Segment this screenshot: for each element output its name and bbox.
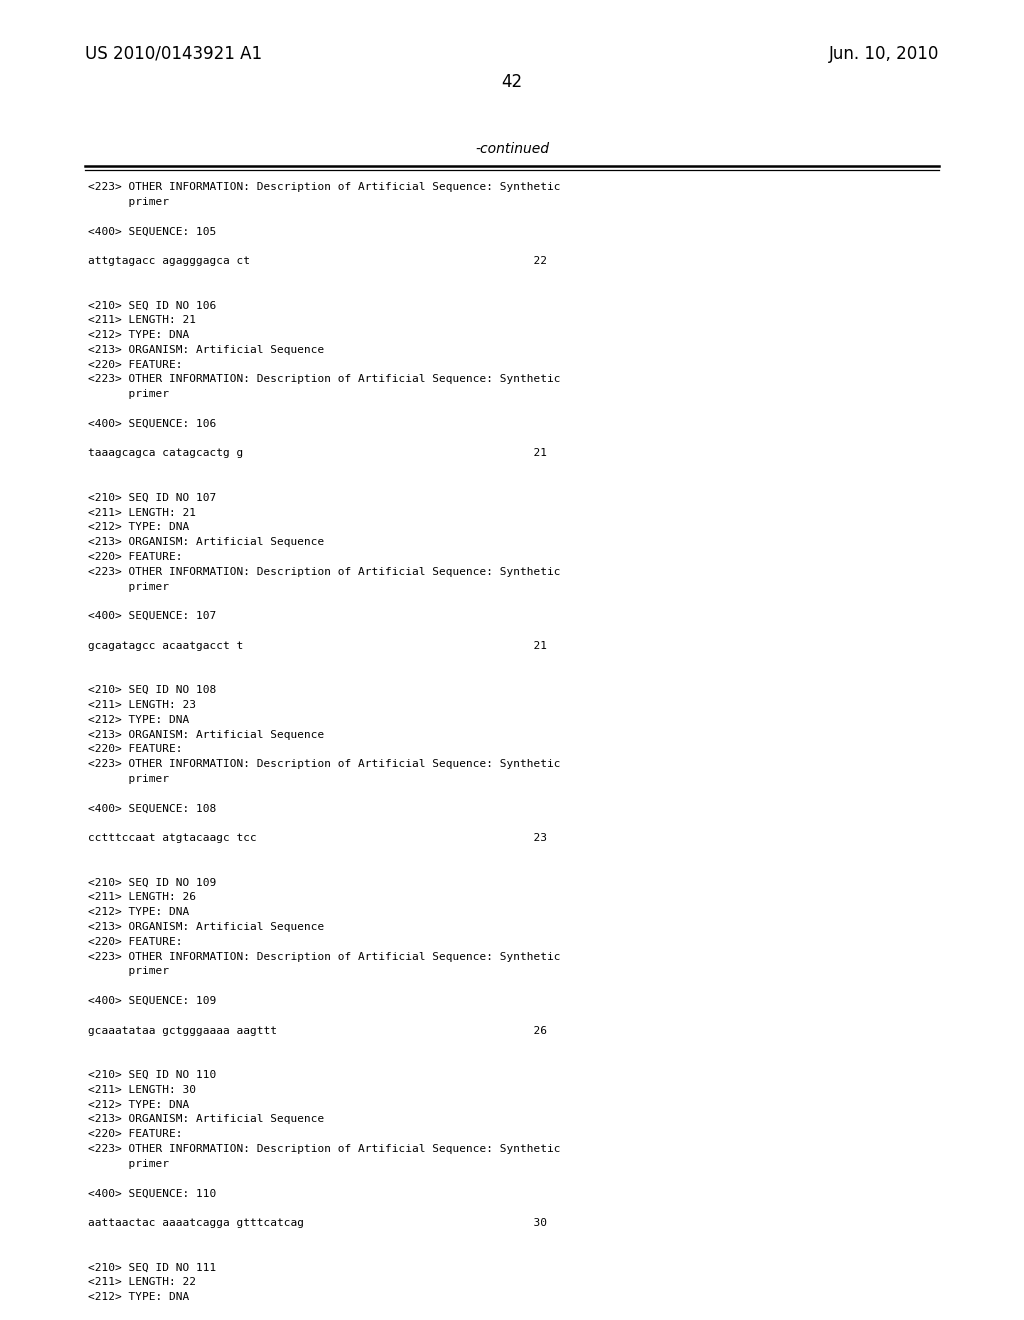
Text: <210> SEQ ID NO 106: <210> SEQ ID NO 106 xyxy=(88,301,216,310)
Text: <213> ORGANISM: Artificial Sequence: <213> ORGANISM: Artificial Sequence xyxy=(88,921,325,932)
Text: <223> OTHER INFORMATION: Description of Artificial Sequence: Synthetic: <223> OTHER INFORMATION: Description of … xyxy=(88,182,560,191)
Text: <210> SEQ ID NO 109: <210> SEQ ID NO 109 xyxy=(88,878,216,887)
Text: <212> TYPE: DNA: <212> TYPE: DNA xyxy=(88,1292,189,1302)
Text: -continued: -continued xyxy=(475,143,549,156)
Text: <220> FEATURE:: <220> FEATURE: xyxy=(88,1129,182,1139)
Text: primer: primer xyxy=(88,197,169,207)
Text: aattaactac aaaatcagga gtttcatcag                                  30: aattaactac aaaatcagga gtttcatcag 30 xyxy=(88,1218,547,1228)
Text: <220> FEATURE:: <220> FEATURE: xyxy=(88,937,182,946)
Text: <210> SEQ ID NO 107: <210> SEQ ID NO 107 xyxy=(88,492,216,503)
Text: primer: primer xyxy=(88,966,169,977)
Text: <400> SEQUENCE: 108: <400> SEQUENCE: 108 xyxy=(88,804,216,813)
Text: <212> TYPE: DNA: <212> TYPE: DNA xyxy=(88,1100,189,1110)
Text: gcaaatataa gctgggaaaa aagttt                                      26: gcaaatataa gctgggaaaa aagttt 26 xyxy=(88,1026,547,1036)
Text: <210> SEQ ID NO 108: <210> SEQ ID NO 108 xyxy=(88,685,216,696)
Text: <400> SEQUENCE: 105: <400> SEQUENCE: 105 xyxy=(88,227,216,236)
Text: <213> ORGANISM: Artificial Sequence: <213> ORGANISM: Artificial Sequence xyxy=(88,345,325,355)
Text: <213> ORGANISM: Artificial Sequence: <213> ORGANISM: Artificial Sequence xyxy=(88,730,325,739)
Text: <220> FEATURE:: <220> FEATURE: xyxy=(88,359,182,370)
Text: primer: primer xyxy=(88,774,169,784)
Text: <400> SEQUENCE: 110: <400> SEQUENCE: 110 xyxy=(88,1188,216,1199)
Text: <220> FEATURE:: <220> FEATURE: xyxy=(88,552,182,562)
Text: primer: primer xyxy=(88,582,169,591)
Text: <400> SEQUENCE: 109: <400> SEQUENCE: 109 xyxy=(88,997,216,1006)
Text: <211> LENGTH: 21: <211> LENGTH: 21 xyxy=(88,508,196,517)
Text: <223> OTHER INFORMATION: Description of Artificial Sequence: Synthetic: <223> OTHER INFORMATION: Description of … xyxy=(88,952,560,961)
Text: 42: 42 xyxy=(502,73,522,91)
Text: gcagatagcc acaatgacct t                                           21: gcagatagcc acaatgacct t 21 xyxy=(88,640,547,651)
Text: <212> TYPE: DNA: <212> TYPE: DNA xyxy=(88,715,189,725)
Text: <210> SEQ ID NO 111: <210> SEQ ID NO 111 xyxy=(88,1262,216,1272)
Text: <212> TYPE: DNA: <212> TYPE: DNA xyxy=(88,330,189,341)
Text: Jun. 10, 2010: Jun. 10, 2010 xyxy=(828,45,939,63)
Text: <213> ORGANISM: Artificial Sequence: <213> ORGANISM: Artificial Sequence xyxy=(88,537,325,548)
Text: <212> TYPE: DNA: <212> TYPE: DNA xyxy=(88,523,189,532)
Text: attgtagacc agagggagca ct                                          22: attgtagacc agagggagca ct 22 xyxy=(88,256,547,267)
Text: <400> SEQUENCE: 106: <400> SEQUENCE: 106 xyxy=(88,418,216,429)
Text: <213> ORGANISM: Artificial Sequence: <213> ORGANISM: Artificial Sequence xyxy=(88,1114,325,1125)
Text: US 2010/0143921 A1: US 2010/0143921 A1 xyxy=(85,45,262,63)
Text: <223> OTHER INFORMATION: Description of Artificial Sequence: Synthetic: <223> OTHER INFORMATION: Description of … xyxy=(88,566,560,577)
Text: <220> FEATURE:: <220> FEATURE: xyxy=(88,744,182,755)
Text: <211> LENGTH: 21: <211> LENGTH: 21 xyxy=(88,315,196,325)
Text: <223> OTHER INFORMATION: Description of Artificial Sequence: Synthetic: <223> OTHER INFORMATION: Description of … xyxy=(88,375,560,384)
Text: <211> LENGTH: 22: <211> LENGTH: 22 xyxy=(88,1278,196,1287)
Text: <211> LENGTH: 23: <211> LENGTH: 23 xyxy=(88,700,196,710)
Text: <212> TYPE: DNA: <212> TYPE: DNA xyxy=(88,907,189,917)
Text: <223> OTHER INFORMATION: Description of Artificial Sequence: Synthetic: <223> OTHER INFORMATION: Description of … xyxy=(88,759,560,770)
Text: <211> LENGTH: 26: <211> LENGTH: 26 xyxy=(88,892,196,903)
Text: taaagcagca catagcactg g                                           21: taaagcagca catagcactg g 21 xyxy=(88,449,547,458)
Text: <211> LENGTH: 30: <211> LENGTH: 30 xyxy=(88,1085,196,1094)
Text: primer: primer xyxy=(88,389,169,399)
Text: <223> OTHER INFORMATION: Description of Artificial Sequence: Synthetic: <223> OTHER INFORMATION: Description of … xyxy=(88,1144,560,1154)
Text: <210> SEQ ID NO 110: <210> SEQ ID NO 110 xyxy=(88,1071,216,1080)
Text: <400> SEQUENCE: 107: <400> SEQUENCE: 107 xyxy=(88,611,216,622)
Text: primer: primer xyxy=(88,1159,169,1168)
Text: cctttccaat atgtacaagc tcc                                         23: cctttccaat atgtacaagc tcc 23 xyxy=(88,833,547,843)
